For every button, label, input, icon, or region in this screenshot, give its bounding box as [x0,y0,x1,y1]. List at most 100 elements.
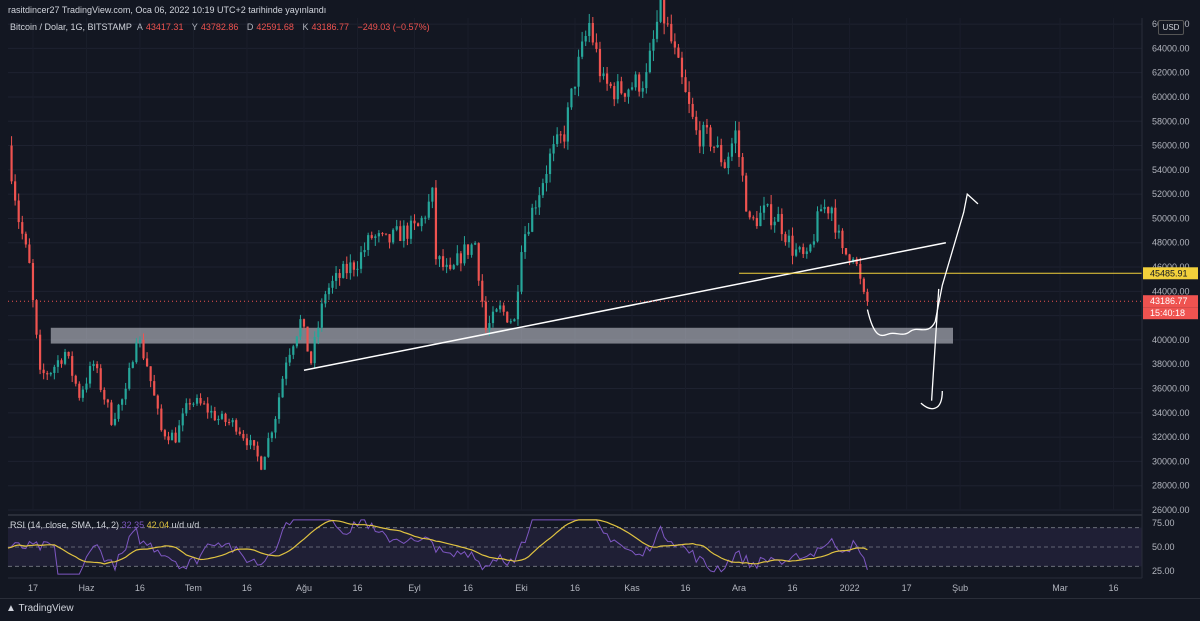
candle-body [35,300,38,335]
candle-body [285,362,288,379]
candle-body [138,339,142,343]
rsi-tick-label: 75.00 [1152,518,1175,528]
candle-body [349,262,352,274]
candle-body [406,225,409,239]
candle-body [331,280,334,288]
candle-body [499,305,502,310]
rsi-ma-value: 42.04 [146,520,170,530]
candle-body [577,56,580,87]
candle-body [363,249,366,253]
candle-body [695,116,698,131]
time-tick-label: 16 [1108,583,1118,593]
candle-body [527,231,530,235]
chart-grid [8,18,1142,511]
candle-body [338,273,341,278]
price-tick-label: 58000.00 [1152,116,1190,126]
candle-body [830,207,833,214]
candle-body [213,410,216,421]
candle-body [231,420,234,423]
candle-body [317,327,320,338]
candle-body [506,311,509,323]
open-label: A [136,22,143,32]
support-zone-rect [50,327,953,344]
rsi-title[interactable]: RSI (14, close, SMA, 14, 2) [10,520,120,530]
tradingview-brand: TradingView [18,603,74,614]
candle-body [185,403,188,414]
candle-body [245,438,249,446]
candle-body [92,363,95,367]
candle-body [698,130,701,147]
candle-body [827,207,830,214]
candle-body [477,243,480,281]
rsi-tick-label: 25.00 [1152,566,1175,576]
candle-body [645,72,648,89]
candle-body [513,319,516,322]
low-label: D [246,22,254,32]
candle-body [441,256,445,268]
candle-body [274,418,277,433]
candle-body [677,47,680,58]
candle-body [46,373,49,375]
candle-body [652,38,655,51]
candle-body [427,201,430,218]
candle-body [181,413,184,426]
candle-body [434,187,438,260]
candle-body [252,440,256,446]
candle-body [142,339,145,359]
candle-body [509,321,512,323]
candle-body [242,433,245,439]
candle-body [495,309,498,312]
candle-body [734,130,737,144]
candle-body [310,351,313,364]
candle-body [21,222,24,234]
symbol-name[interactable]: Bitcoin / Dolar, 1G, BITSTAMP [10,22,132,32]
candle-body [263,456,266,470]
time-tick-label: 17 [28,583,38,593]
candle-body [449,264,452,269]
open-value: 43417.31 [145,22,184,32]
candle-body [616,81,619,100]
candle-body [277,397,281,419]
candle-body [819,209,823,212]
candle-body [741,157,744,176]
candle-body [334,273,338,281]
candle-body [110,402,113,425]
time-tick-label: Kas [624,583,640,593]
candle-body [566,107,569,142]
yellow-level-label-bg [1143,267,1198,280]
support-zone [50,327,953,344]
footer: ▲ TradingView [0,598,1200,621]
last-price-label: 43186.77 [1150,296,1188,306]
rsi-ma-line [7,519,868,565]
candle-body [281,378,284,398]
candle-body [780,214,783,235]
candle-body [474,243,477,245]
candle-body [563,134,566,142]
price-tick-label: 28000.00 [1152,481,1190,491]
candle-body [388,234,391,243]
candle-body [866,291,869,302]
candle-body [752,217,755,219]
candle-body [342,263,345,278]
time-tick-label: Şub [952,583,968,593]
candle-body [135,342,138,363]
candle-body [773,221,776,226]
tradingview-logo[interactable]: ▲ TradingView [6,603,74,614]
candle-body [802,247,805,255]
time-tick-label: 16 [352,583,362,593]
candle-body [356,268,359,270]
candle-body [673,41,676,48]
candle-body [42,369,45,374]
price-chart[interactable]: 66000.0064000.0062000.0060000.0058000.00… [0,0,1200,598]
candle-body [78,383,81,398]
candle-body [438,256,441,260]
candle-body [848,254,851,261]
candle-body [502,305,505,312]
candle-body [837,230,840,233]
candle-body [88,366,92,384]
candle-body [402,225,405,241]
candle-body [666,23,669,25]
candle-body [10,145,13,182]
currency-button[interactable]: USD [1158,20,1184,35]
candle-body [584,36,587,42]
